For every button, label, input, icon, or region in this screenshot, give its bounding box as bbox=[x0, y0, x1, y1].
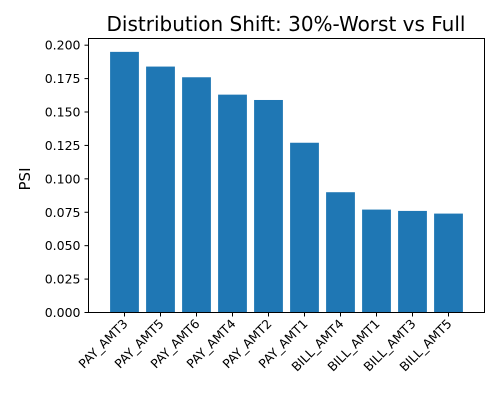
bar-bill-amt1 bbox=[362, 209, 391, 313]
y-tick-label: 0.150 bbox=[45, 105, 81, 120]
y-axis-label: PSI bbox=[16, 168, 34, 191]
y-tick-label: 0.025 bbox=[45, 272, 81, 287]
bar-bill-amt3 bbox=[398, 210, 427, 313]
bar-pay-amt1 bbox=[290, 142, 319, 313]
bars bbox=[110, 51, 463, 313]
bar-bill-amt5 bbox=[434, 213, 463, 313]
y-tick-label: 0.075 bbox=[45, 205, 81, 220]
bar-pay-amt6 bbox=[182, 77, 211, 313]
y-tick-label: 0.100 bbox=[45, 171, 81, 186]
chart-title: Distribution Shift: 30%-Worst vs Full bbox=[107, 12, 466, 36]
bar-bill-amt4 bbox=[326, 192, 355, 313]
bar-pay-amt3 bbox=[110, 51, 139, 313]
y-tick-label: 0.050 bbox=[45, 238, 81, 253]
y-tick-label: 0.000 bbox=[45, 305, 81, 320]
y-tick-label: 0.175 bbox=[45, 71, 81, 86]
y-tick-label: 0.200 bbox=[45, 38, 81, 53]
bar-pay-amt2 bbox=[254, 99, 283, 313]
plot-frame bbox=[88, 38, 485, 313]
y-axis: 0.000 0.025 0.050 0.075 0.100 0.125 0.150 0.175… bbox=[45, 38, 89, 320]
bar-pay-amt5 bbox=[146, 66, 175, 313]
x-axis: PAY_AMT3PAY_AMT5PAY_AMT6PAY_AMT4PAY_AMT2… bbox=[75, 312, 455, 374]
bar-pay-amt4 bbox=[218, 94, 247, 313]
y-tick-label: 0.125 bbox=[45, 138, 81, 153]
